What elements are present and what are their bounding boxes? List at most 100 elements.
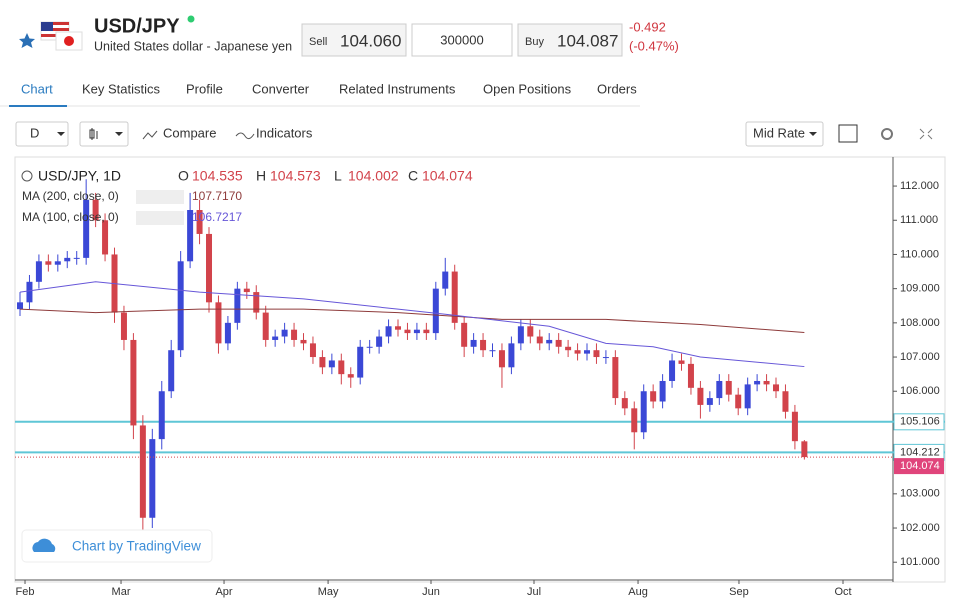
buy-button[interactable] — [517, 23, 623, 57]
indicators[interactable]: Indicators — [256, 125, 313, 140]
rate-select[interactable] — [745, 121, 824, 147]
x-tick-label: Jul — [527, 586, 541, 598]
ohlc-value: 104.535 — [192, 168, 243, 184]
candle-body — [102, 220, 109, 255]
candle-body — [206, 233, 213, 303]
candle-body — [593, 350, 600, 358]
y-tick-label: 109.000 — [900, 283, 940, 295]
tab[interactable]: Related Instruments — [339, 81, 456, 96]
candle-body — [498, 350, 505, 368]
candle-body — [234, 288, 241, 323]
legend-title: USD/JPY, 1D — [38, 168, 121, 184]
tab[interactable]: Open Positions — [483, 81, 572, 96]
candle-body — [744, 384, 751, 409]
candle-body — [536, 336, 543, 344]
sell-label: Sell — [309, 36, 327, 48]
candle-body — [300, 339, 307, 344]
x-tick-label: Jun — [422, 586, 440, 598]
credit[interactable]: Chart by TradingView — [72, 539, 201, 554]
y-tick-label: 103.000 — [900, 488, 940, 500]
candle-body — [64, 257, 71, 262]
candle-body — [35, 261, 42, 282]
candle-body — [376, 336, 383, 347]
instrument-name: United States dollar - Japanese yen — [94, 39, 292, 53]
sell-price: 104.060 — [340, 31, 401, 50]
candle-body — [659, 380, 666, 402]
quantity: 300000 — [440, 32, 483, 47]
candle-body — [697, 387, 704, 405]
candle-body — [130, 339, 137, 426]
candle-body — [366, 346, 373, 348]
tab[interactable]: Chart — [21, 81, 53, 96]
candle-body — [470, 339, 477, 347]
quantity-input[interactable] — [411, 23, 513, 57]
candle-body — [92, 199, 99, 221]
sell-button[interactable] — [301, 23, 407, 57]
candle-body — [735, 394, 742, 409]
candle-body — [678, 360, 685, 364]
ma-legend-value: 106.7217 — [192, 210, 242, 224]
level-label: 104.212 — [900, 446, 940, 458]
collapse-toggle[interactable] — [21, 170, 33, 182]
candle-body — [404, 329, 411, 334]
ma-legend-controls — [136, 211, 184, 225]
tab[interactable]: Converter — [252, 81, 310, 96]
caret — [809, 132, 817, 136]
candle-body — [602, 357, 609, 359]
candle-body — [395, 326, 402, 330]
tab[interactable]: Key Statistics — [82, 81, 161, 96]
ohlc-letter: L — [334, 168, 342, 184]
candle-body — [725, 380, 732, 395]
settings-button[interactable] — [881, 128, 893, 140]
candle-body — [527, 326, 534, 337]
y-tick-label: 102.000 — [900, 522, 940, 534]
fullscreen-button[interactable] — [919, 128, 933, 140]
last-price-box — [894, 458, 944, 475]
candle-body — [149, 439, 156, 518]
candle-body — [120, 312, 127, 340]
candle-body — [385, 326, 392, 337]
ma-legend-controls — [136, 190, 184, 204]
ohlc-letter: C — [408, 168, 418, 184]
candle-body — [517, 326, 524, 344]
tab[interactable]: Profile — [186, 81, 223, 96]
candle-body — [650, 391, 657, 402]
buy-price: 104.087 — [557, 31, 618, 50]
candle-body — [224, 322, 231, 344]
screenshot-button[interactable] — [838, 124, 858, 143]
candle-body — [461, 322, 468, 347]
interval-select[interactable] — [15, 121, 69, 147]
status-dot — [187, 15, 195, 23]
ma-legend-name: MA (200, close, 0) — [22, 189, 119, 203]
candle-body — [319, 357, 326, 368]
tradingview-badge[interactable] — [21, 529, 213, 563]
tab[interactable]: Orders — [597, 81, 637, 96]
candle-body — [763, 380, 770, 385]
candle-body — [546, 339, 553, 344]
candle-body — [272, 336, 279, 340]
candle-body — [139, 425, 146, 518]
x-tick-label: Feb — [16, 586, 35, 598]
candle-body — [291, 329, 298, 340]
candle-body — [791, 411, 798, 442]
favorite-star[interactable] — [19, 33, 35, 48]
y-tick-label: 106.000 — [900, 385, 940, 397]
ohlc-letter: O — [178, 168, 189, 184]
candle-body — [17, 302, 24, 310]
ma-legend-name: MA (100, close, 0) — [22, 210, 119, 224]
x-tick-label: Oct — [834, 586, 851, 598]
candle-body — [574, 350, 581, 354]
candle-body — [773, 384, 780, 392]
compare[interactable]: Compare — [163, 125, 216, 140]
ohlc-letter: H — [256, 168, 266, 184]
indicators-icon — [235, 132, 255, 140]
ohlc-value: 104.002 — [348, 168, 399, 184]
candle-body — [196, 210, 203, 234]
candle-body — [584, 350, 591, 354]
rate: Mid Rate — [753, 125, 805, 140]
candle-body — [215, 302, 222, 344]
candle-body — [253, 292, 260, 313]
candle-body — [26, 281, 33, 303]
y-tick-label: 107.000 — [900, 351, 940, 363]
last-price-label: 104.074 — [900, 460, 940, 472]
